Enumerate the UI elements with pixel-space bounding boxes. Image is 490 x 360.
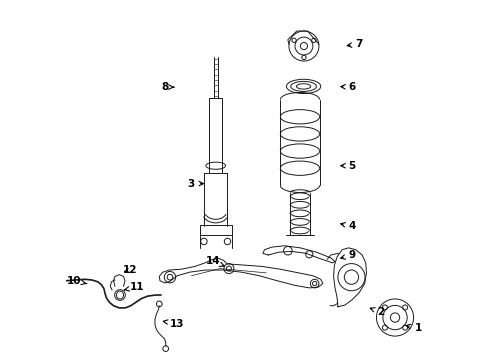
Text: 10: 10 (67, 276, 87, 286)
Text: 5: 5 (341, 161, 356, 171)
Text: 2: 2 (370, 307, 385, 317)
Text: 4: 4 (341, 221, 356, 231)
Text: 11: 11 (124, 282, 145, 292)
Text: 3: 3 (188, 179, 203, 189)
Text: 7: 7 (347, 39, 363, 49)
Text: 12: 12 (123, 265, 137, 275)
Text: 9: 9 (341, 250, 356, 260)
Text: 6: 6 (341, 82, 356, 92)
Text: 13: 13 (163, 319, 184, 329)
Text: 1: 1 (406, 323, 422, 333)
Text: 14: 14 (205, 256, 224, 266)
Text: 8: 8 (161, 82, 174, 92)
